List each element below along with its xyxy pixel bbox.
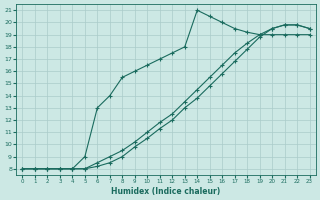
X-axis label: Humidex (Indice chaleur): Humidex (Indice chaleur) — [111, 187, 221, 196]
